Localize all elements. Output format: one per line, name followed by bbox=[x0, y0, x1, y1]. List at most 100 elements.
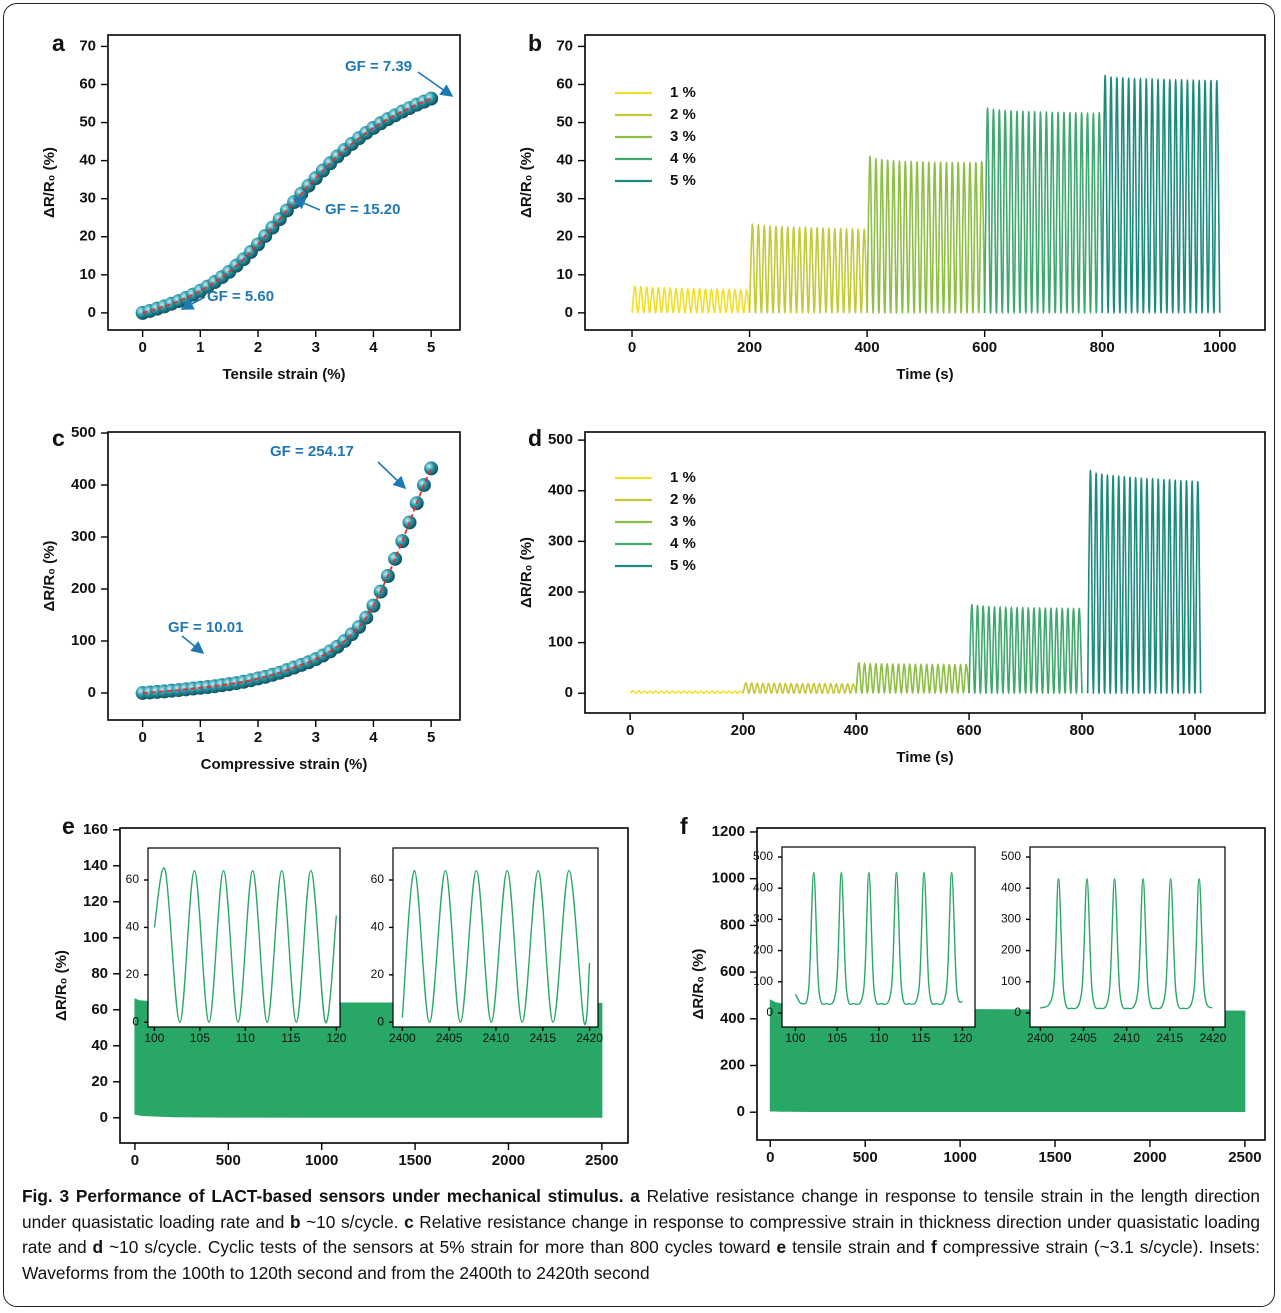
annotation: GF = 10.01 bbox=[168, 619, 243, 636]
y-tick-label: 0 bbox=[1014, 1005, 1021, 1019]
x-tick-label: 2410 bbox=[1113, 1031, 1140, 1045]
data-line bbox=[742, 682, 857, 695]
y-tick-label: 0 bbox=[132, 1014, 139, 1028]
x-tick-label: 500 bbox=[216, 1152, 241, 1169]
annotation-arrow bbox=[181, 635, 205, 655]
y-tick-label: 300 bbox=[1001, 912, 1021, 926]
y-tick-label: 60 bbox=[91, 1001, 108, 1018]
x-tick-label: 2405 bbox=[1070, 1031, 1097, 1045]
x-tick-label: 1500 bbox=[1038, 1149, 1071, 1166]
data-point bbox=[388, 551, 403, 566]
plot-frame bbox=[107, 34, 461, 331]
caption-text: compressive strain (~3.1 s/cycle). Inset… bbox=[22, 1237, 1261, 1283]
y-tick-label: 200 bbox=[720, 1056, 745, 1073]
y-tick-label: 100 bbox=[71, 632, 96, 649]
x-tick-label: 0 bbox=[138, 339, 146, 356]
x-tick-label: 2500 bbox=[1228, 1149, 1261, 1166]
legend-label: 5 % bbox=[670, 172, 696, 189]
y-tick-label: 200 bbox=[753, 943, 773, 957]
y-tick-label: 100 bbox=[83, 929, 108, 946]
annotation-arrow bbox=[180, 296, 206, 310]
data-line bbox=[1101, 74, 1221, 314]
y-tick-label: 300 bbox=[71, 528, 96, 545]
y-tick-label: 20 bbox=[79, 228, 96, 245]
x-tick-label: 0 bbox=[138, 729, 146, 746]
x-tick-label: 600 bbox=[972, 339, 997, 356]
x-axis-title: Time (s) bbox=[896, 749, 953, 766]
x-tick-label: 2400 bbox=[1027, 1031, 1054, 1045]
caption-text: ~10 s/cycle. Cyclic tests of the sensors… bbox=[103, 1237, 777, 1257]
x-tick-label: 0 bbox=[628, 339, 636, 356]
y-tick-label: 600 bbox=[720, 963, 745, 980]
x-tick-label: 120 bbox=[326, 1031, 346, 1045]
y-tick-label: 60 bbox=[556, 75, 573, 92]
y-tick-label: 400 bbox=[753, 880, 773, 894]
x-tick-label: 115 bbox=[281, 1031, 300, 1045]
x-tick-label: 2420 bbox=[1200, 1031, 1227, 1045]
y-tick-label: 300 bbox=[548, 532, 573, 549]
x-tick-label: 400 bbox=[855, 339, 880, 356]
x-tick-label: 2420 bbox=[576, 1031, 603, 1045]
y-tick-label: 0 bbox=[88, 304, 96, 321]
data-line bbox=[855, 661, 970, 695]
data-line bbox=[968, 603, 1083, 695]
y-tick-label: 50 bbox=[556, 114, 573, 131]
y-tick-label: 0 bbox=[565, 304, 573, 321]
caption-text: ~10 s/cycle. bbox=[300, 1211, 405, 1232]
y-tick-label: 70 bbox=[556, 37, 573, 54]
figure-border bbox=[3, 3, 1275, 1307]
y-tick-label: 500 bbox=[548, 431, 573, 448]
fit-line bbox=[142, 468, 432, 694]
panel-label: c bbox=[52, 425, 65, 451]
panel-label: b bbox=[528, 30, 542, 56]
x-tick-label: 100 bbox=[785, 1031, 805, 1045]
data-point bbox=[424, 461, 439, 476]
y-tick-label: 0 bbox=[100, 1109, 108, 1126]
y-tick-label: 400 bbox=[1001, 880, 1021, 894]
y-tick-label: 20 bbox=[371, 967, 385, 981]
y-axis-title: ΔR/R₀ (%) bbox=[518, 537, 535, 608]
x-tick-label: 500 bbox=[853, 1149, 878, 1166]
legend-label: 3 % bbox=[670, 513, 696, 530]
y-tick-label: 120 bbox=[83, 893, 108, 910]
data-line bbox=[866, 155, 986, 314]
y-tick-label: 400 bbox=[548, 482, 573, 499]
x-tick-label: 4 bbox=[369, 729, 378, 746]
y-tick-label: 100 bbox=[753, 974, 773, 988]
y-axis-title: ΔR/R₀ (%) bbox=[41, 147, 58, 218]
x-tick-label: 2415 bbox=[1156, 1031, 1183, 1045]
inset-frame bbox=[147, 847, 341, 1028]
x-tick-label: 3 bbox=[312, 729, 320, 746]
x-axis-title: Time (s) bbox=[896, 366, 953, 383]
x-tick-label: 800 bbox=[1090, 339, 1115, 356]
legend-label: 2 % bbox=[670, 491, 696, 508]
x-tick-label: 2 bbox=[254, 729, 262, 746]
x-tick-label: 2 bbox=[254, 339, 262, 356]
x-tick-label: 4 bbox=[369, 339, 378, 356]
x-axis-title: Tensile strain (%) bbox=[222, 366, 345, 383]
caption-text: c bbox=[404, 1211, 414, 1232]
legend-label: 5 % bbox=[670, 557, 696, 574]
data-line bbox=[748, 223, 868, 314]
data-point bbox=[424, 91, 439, 106]
legend-label: 1 % bbox=[670, 84, 696, 101]
y-tick-label: 60 bbox=[79, 75, 96, 92]
panel-label: d bbox=[528, 425, 542, 451]
x-tick-label: 105 bbox=[827, 1031, 847, 1045]
caption-text: Fig. 3 Performance of LACT-based sensors… bbox=[22, 1186, 640, 1206]
x-tick-label: 800 bbox=[1069, 722, 1094, 739]
x-tick-label: 1000 bbox=[1178, 722, 1211, 739]
y-tick-label: 300 bbox=[753, 912, 773, 926]
y-tick-label: 200 bbox=[71, 580, 96, 597]
x-tick-label: 0 bbox=[131, 1152, 139, 1169]
y-tick-label: 20 bbox=[556, 228, 573, 245]
x-tick-label: 105 bbox=[190, 1031, 210, 1045]
x-tick-label: 120 bbox=[952, 1031, 972, 1045]
y-axis-title: ΔR/R₀ (%) bbox=[690, 949, 707, 1020]
caption-text: f bbox=[931, 1237, 937, 1257]
x-tick-label: 1000 bbox=[305, 1152, 338, 1169]
y-tick-label: 40 bbox=[91, 1037, 108, 1054]
y-tick-label: 30 bbox=[79, 190, 96, 207]
